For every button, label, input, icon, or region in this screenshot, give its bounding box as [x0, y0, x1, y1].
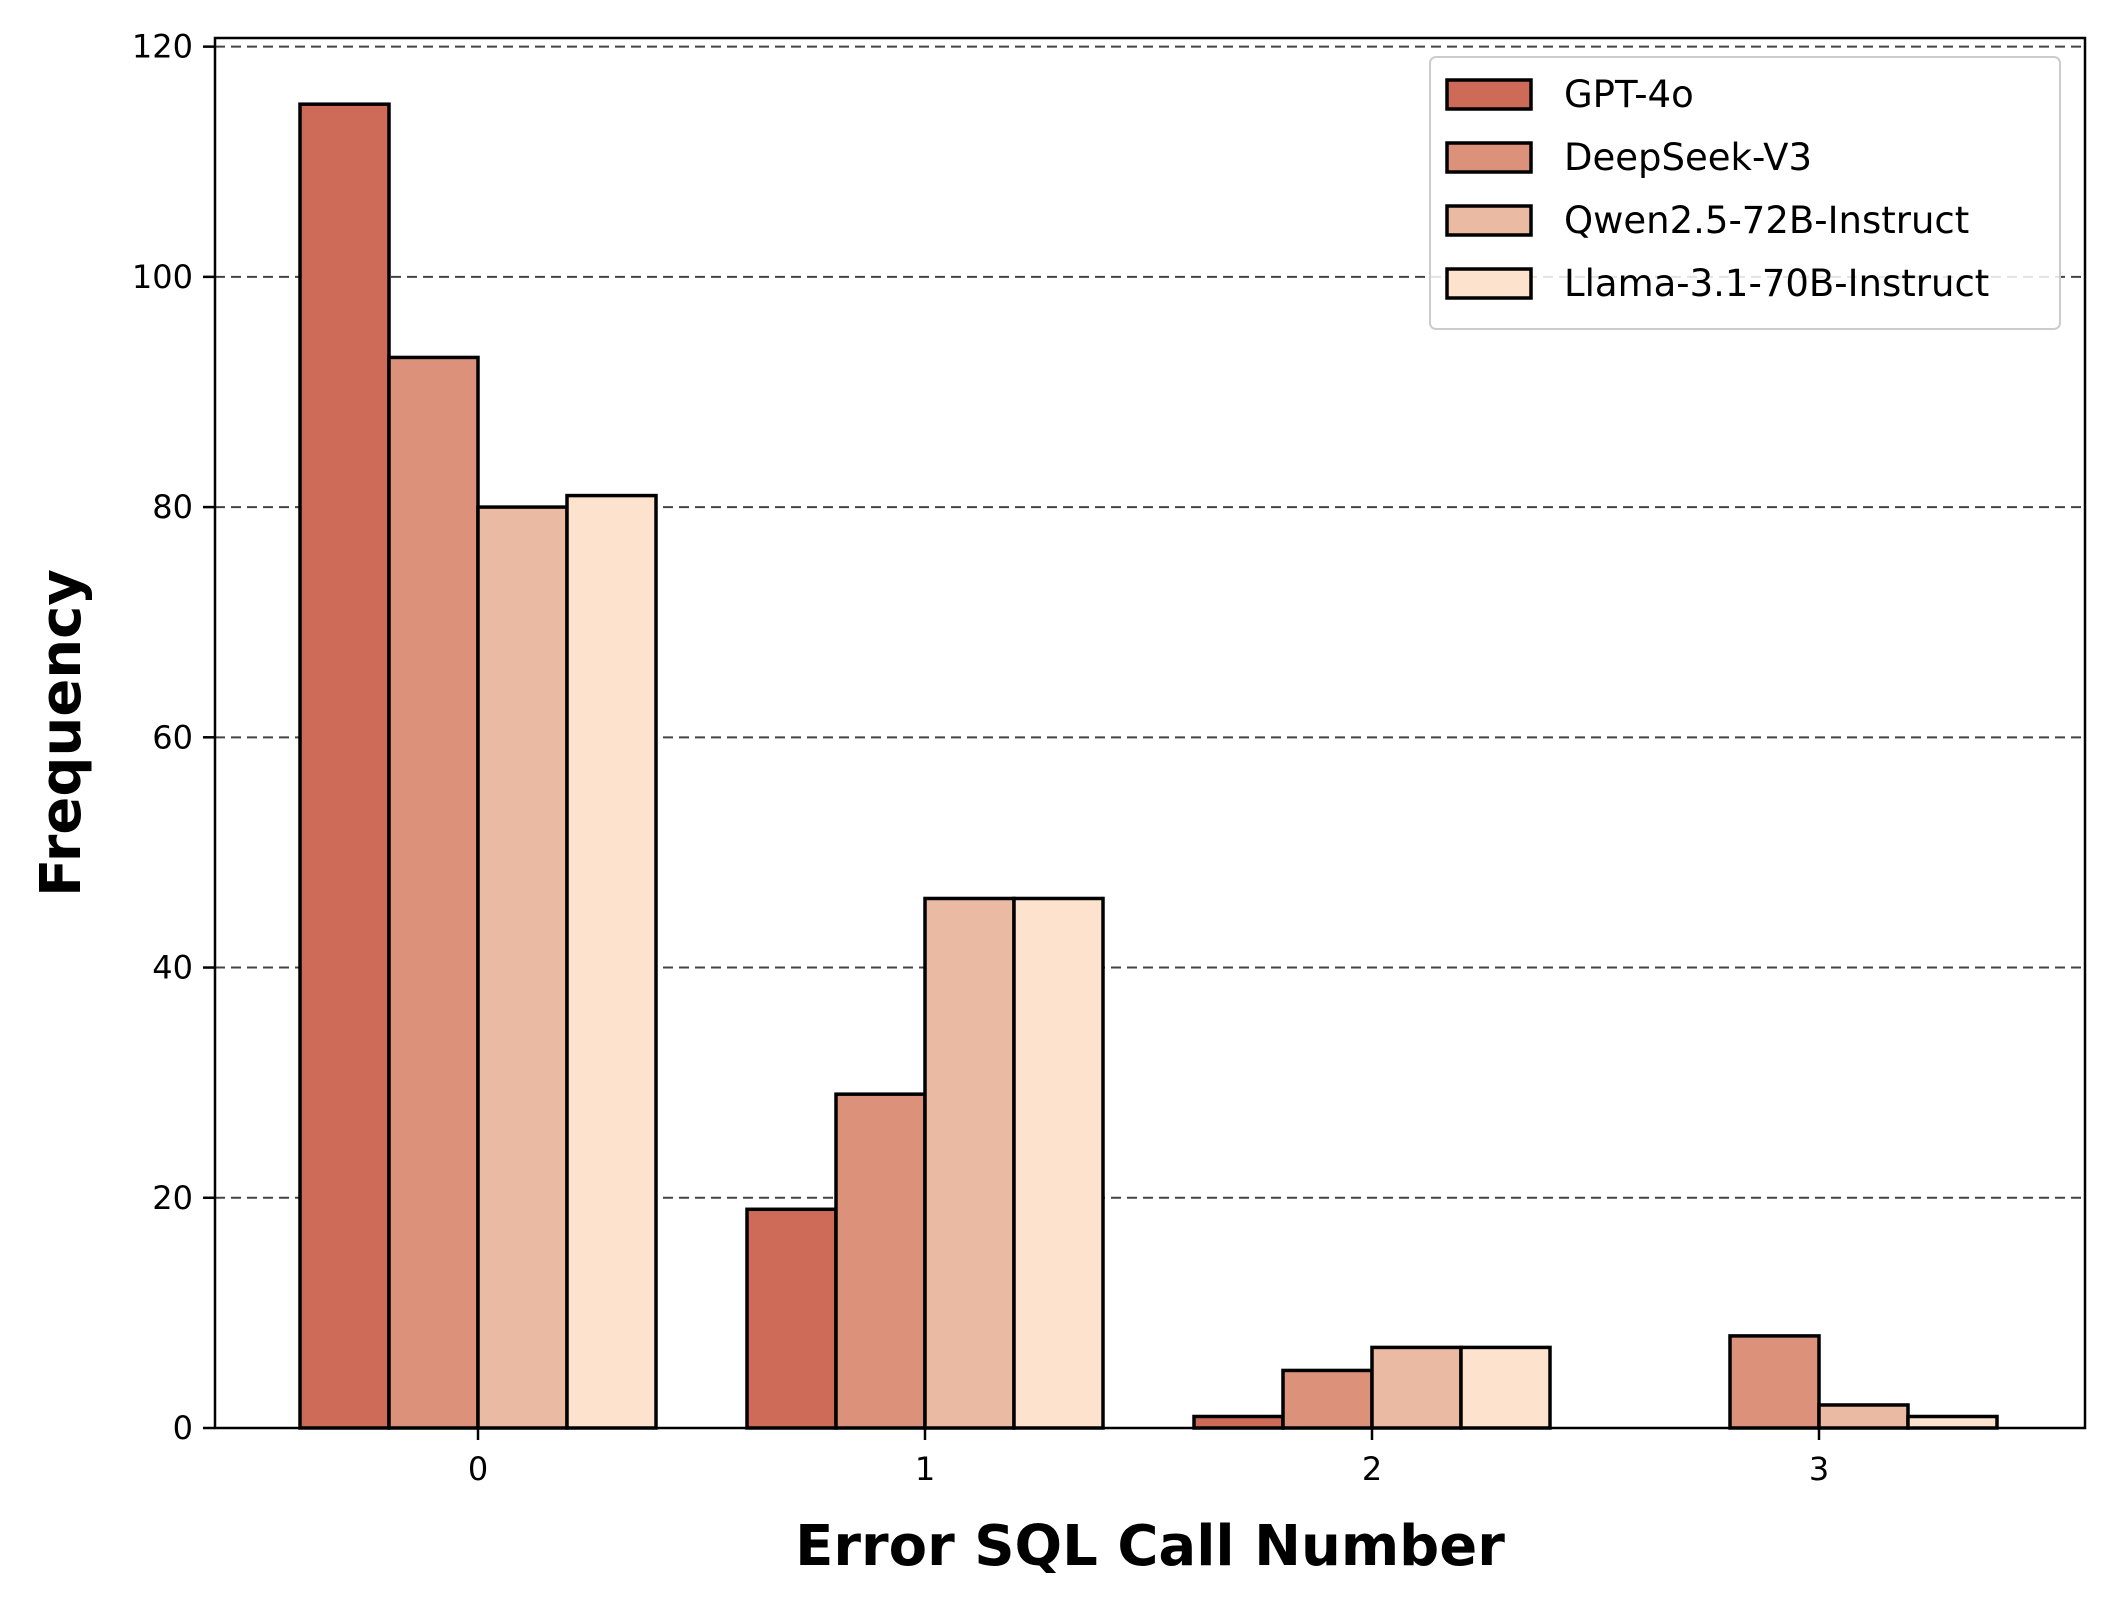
- y-tick-label: 0: [173, 1409, 193, 1447]
- x-tick-label: 1: [915, 1450, 935, 1488]
- y-tick-label: 100: [132, 258, 193, 296]
- x-tick-label: 3: [1809, 1450, 1829, 1488]
- y-tick-label: 60: [152, 718, 193, 756]
- bar: [745, 1207, 838, 1430]
- bar: [1817, 1403, 1910, 1430]
- x-tick-label: 0: [468, 1450, 488, 1488]
- x-axis-ticks: 0 1 2 3: [468, 1428, 1829, 1488]
- bar: [1281, 1368, 1374, 1430]
- bar: [476, 505, 569, 1430]
- bar: [1906, 1414, 1999, 1430]
- legend-label: DeepSeek-V3: [1564, 136, 1812, 179]
- bar: [1192, 1414, 1285, 1430]
- bar: [1728, 1334, 1821, 1430]
- bars: [298, 102, 1999, 1430]
- legend-swatch: [1445, 204, 1533, 237]
- bar: [387, 355, 480, 1430]
- plot-frame: [213, 36, 2087, 1430]
- bar: [834, 1092, 927, 1430]
- bar: [298, 102, 391, 1430]
- bar: [1459, 1345, 1552, 1430]
- legend-label: GPT-4o: [1564, 73, 1694, 116]
- x-axis-title: Error SQL Call Number: [795, 1514, 1505, 1579]
- y-axis-ticks: 0 20 40 60 80 100 120: [132, 28, 215, 1447]
- x-tick-label: 2: [1362, 1450, 1382, 1488]
- legend: GPT-4o DeepSeek-V3 Qwen2.5-72B-Instruct Lla…: [1429, 56, 2061, 330]
- bar: [1370, 1345, 1463, 1430]
- legend-swatch: [1445, 78, 1533, 111]
- y-tick-label: 40: [152, 949, 193, 987]
- bar: [565, 493, 658, 1430]
- legend-swatch: [1445, 267, 1533, 300]
- bar: [923, 896, 1016, 1430]
- y-tick-label: 20: [152, 1179, 193, 1217]
- y-axis-title: Frequency: [29, 569, 94, 897]
- legend-label: Llama-3.1-70B-Instruct: [1564, 262, 1989, 305]
- legend-frame: [1429, 56, 2061, 330]
- bar: [1012, 896, 1105, 1430]
- y-tick-label: 120: [132, 28, 193, 66]
- legend-swatch: [1445, 141, 1533, 174]
- y-tick-label: 80: [152, 488, 193, 526]
- legend-label: Qwen2.5-72B-Instruct: [1564, 199, 1969, 242]
